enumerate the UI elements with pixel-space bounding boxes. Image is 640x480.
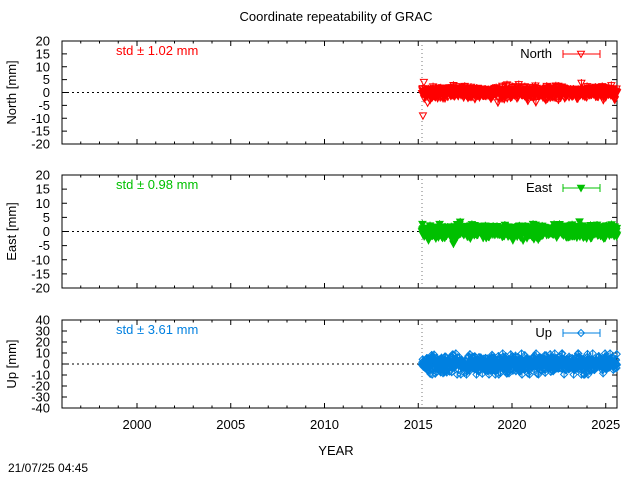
y-tick-label: 20 [36,34,50,49]
y-tick-label: -10 [31,111,50,126]
data-point [518,237,528,245]
x-tick-label: 2015 [404,417,433,432]
y-tick-label: 40 [36,313,50,328]
data-point-outlier [575,218,584,227]
legend-marker [576,328,586,338]
y-tick-label: 30 [36,324,50,339]
data-point [452,370,462,379]
data-point [494,370,503,379]
data-point-outlier [418,112,428,121]
data-point [612,231,622,240]
data-points [417,78,622,121]
data-point [612,85,621,94]
std-label: std ± 0.98 mm [116,177,198,192]
y-tick-label: 0 [43,224,50,239]
data-point [612,224,622,233]
y-tick-label: 0 [43,357,50,372]
x-tick-label: 2005 [216,417,245,432]
x-tick-label: 2025 [591,417,620,432]
data-point [455,218,465,227]
y-tick-label: -20 [31,281,50,296]
y-tick-label: 20 [36,335,50,350]
data-point [534,370,543,379]
legend-label: North [520,46,552,61]
legend-marker [576,184,586,193]
y-tick-label: -10 [31,252,50,267]
y-tick-label: -20 [31,137,50,152]
legend-marker [576,50,586,59]
data-points [417,217,622,249]
std-label: std ± 1.02 mm [116,43,198,58]
y-tick-label: 15 [36,46,50,61]
y-tick-label: -15 [31,124,50,139]
y-tick-label: 0 [43,85,50,100]
y-tick-label: 5 [43,210,50,225]
y-tick-label: -20 [31,379,50,394]
y-axis-label: North [mm] [4,60,19,124]
y-tick-label: 10 [36,59,50,74]
y-tick-label: -10 [31,368,50,383]
std-label: std ± 3.61 mm [116,322,198,337]
y-tick-label: 20 [36,168,50,183]
y-tick-label: 10 [36,196,50,211]
x-tick-label: 2020 [498,417,527,432]
y-tick-label: -15 [31,266,50,281]
legend-label: Up [535,325,552,340]
data-point [429,350,439,359]
x-axis-label: YEAR [318,443,353,458]
data-points [417,349,622,379]
y-tick-label: -5 [38,238,50,253]
data-point [525,370,534,379]
y-axis-label: Up [mm] [4,339,19,388]
data-point [523,97,533,106]
y-tick-label: 10 [36,346,50,361]
data-point [418,220,427,229]
data-point-outlier [423,99,432,108]
data-point-outlier [419,78,429,87]
data-point [612,89,622,97]
x-tick-label: 2010 [310,417,339,432]
y-tick-label: -30 [31,390,50,405]
y-axis-label: East [mm] [4,202,19,261]
y-tick-label: -40 [31,401,50,416]
y-tick-label: -5 [38,98,50,113]
data-point [456,370,466,379]
chart-title: Coordinate repeatability of GRAC [240,9,433,24]
y-tick-label: 15 [36,182,50,197]
y-tick-label: 5 [43,72,50,87]
x-tick-label: 2000 [123,417,152,432]
data-point [449,240,458,249]
legend-label: East [526,180,552,195]
